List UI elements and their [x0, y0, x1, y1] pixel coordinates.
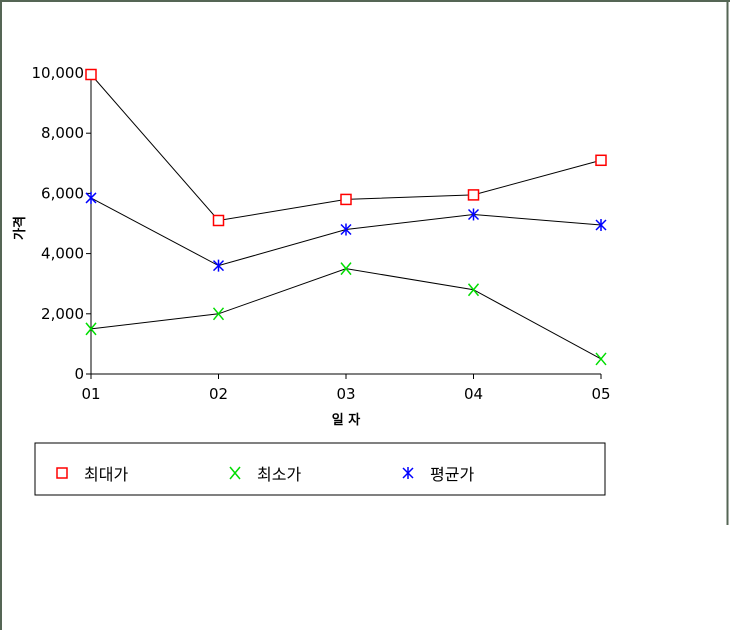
data-point [467, 189, 480, 201]
legend-label: 최소가 [257, 465, 301, 484]
y-tick-label: 6,000 [41, 184, 84, 202]
legend-label: 최대가 [84, 465, 128, 484]
y-tick-label: 0 [74, 365, 84, 383]
legend-item: 평균가 [402, 465, 474, 484]
legend-marker [402, 467, 414, 479]
data-point [595, 352, 607, 366]
x-tick-label: 05 [591, 385, 610, 403]
plot-area [90, 73, 601, 375]
data-point [340, 262, 352, 276]
legend-item: 최대가 [56, 465, 128, 484]
x-tick-label: 03 [336, 385, 355, 403]
y-tick-label: 4,000 [41, 245, 84, 263]
legend: 최대가 최소가 평균가 [34, 442, 606, 496]
legend-box [34, 442, 606, 496]
data-point [467, 283, 480, 297]
data-point [85, 68, 97, 81]
x-axis-ticks: 01 02 03 04 05 [81, 374, 611, 403]
data-point [212, 307, 225, 321]
x-tick-label: 02 [209, 385, 228, 403]
y-tick-label: 2,000 [41, 305, 84, 323]
x-tick-label: 01 [81, 385, 100, 403]
y-axis-title: 가격 [13, 216, 28, 240]
series-lines [90, 74, 602, 360]
series-line-1 [90, 268, 602, 360]
data-point [595, 154, 607, 167]
data-point [212, 214, 225, 227]
legend-item: 최소가 [229, 465, 301, 484]
x-tick-label: 04 [464, 385, 483, 403]
data-point [212, 259, 225, 272]
y-tick-label: 8,000 [41, 124, 84, 142]
legend-label: 평균가 [430, 465, 474, 484]
legend-marker [229, 466, 241, 480]
y-axis-ticks: 0 2,000 4,000 6,000 8,000 10,000 [32, 64, 91, 383]
data-point [340, 193, 352, 206]
legend-marker [56, 467, 68, 479]
data-point [467, 208, 480, 221]
data-point [85, 191, 97, 204]
data-point [340, 223, 352, 236]
data-point [85, 322, 97, 336]
data-point [595, 219, 607, 232]
series-markers [85, 68, 607, 366]
x-axis-title: 일 자 [332, 413, 360, 428]
y-tick-label: 10,000 [32, 64, 85, 82]
